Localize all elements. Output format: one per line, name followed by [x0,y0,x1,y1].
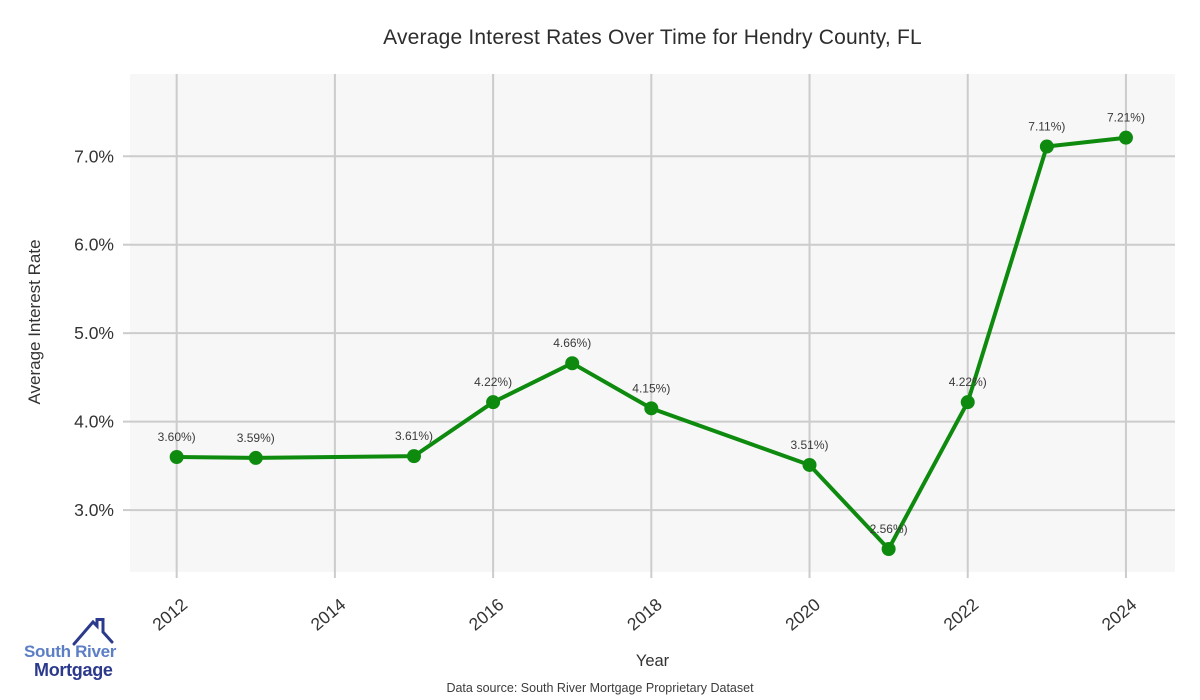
data-point-label: 3.59%) [237,431,275,445]
data-point [1039,139,1054,154]
data-point-label: 4.66%) [553,336,591,350]
data-point-label: 3.60%) [158,430,196,444]
x-tick-labels: 2012 2014 2016 2018 2020 2022 2024 [148,594,1140,635]
y-tick-label: 5.0% [74,323,114,343]
data-point-label: 7.11%) [1028,120,1065,134]
data-source-note: Data source: South River Mortgage Propri… [446,681,754,695]
house-roof-icon [72,618,114,646]
x-tick-label: 2014 [307,594,350,635]
data-point [169,450,184,465]
x-tick-label: 2012 [148,594,191,634]
data-point-markers [169,130,1133,557]
x-axis-title: Year [635,652,670,670]
x-tick-label: 2024 [1098,594,1141,635]
company-logo: South River Mortgage [20,616,130,686]
y-tick-label: 7.0% [74,146,114,166]
data-point [565,356,580,371]
data-point [881,542,896,557]
x-tick-label: 2020 [781,594,824,635]
data-point [406,449,421,464]
data-point-label: 2.56%) [870,522,908,536]
data-point [960,395,975,410]
data-point-label: 4.22%) [474,375,512,389]
data-point-label: 7.21%) [1107,111,1145,125]
data-point-label: 3.61%) [395,429,433,443]
data-point-label: 3.51%) [791,438,829,452]
y-tick-label: 3.0% [74,500,114,520]
data-point [644,401,659,416]
y-tick-labels: 3.0% 4.0% 5.0% 6.0% 7.0% [74,146,114,520]
gridlines [130,74,1175,572]
y-tick-label: 4.0% [74,412,114,432]
x-tick-label: 2018 [623,594,666,634]
data-point [248,450,263,465]
x-tick-label: 2016 [465,594,508,634]
data-point-label: 4.15%) [632,381,670,395]
data-point [802,457,817,472]
data-point [1118,130,1133,145]
y-axis-title: Average Interest Rate [25,239,44,404]
logo-text-line1: South River [24,642,117,661]
data-point [486,395,501,410]
chart-title: Average Interest Rates Over Time for Hen… [383,26,922,49]
y-tick-label: 6.0% [74,235,114,255]
data-point-labels: 3.60%) 3.59%) 3.61%) 4.22%) 4.66%) 4.15%) 3.51… [158,111,1145,536]
logo-text-line2: Mortgage [34,660,113,680]
x-tick-label: 2022 [940,594,983,634]
plot-area [130,74,1175,572]
data-point-label: 4.22%) [949,375,987,389]
axis-ticks [123,155,1127,578]
